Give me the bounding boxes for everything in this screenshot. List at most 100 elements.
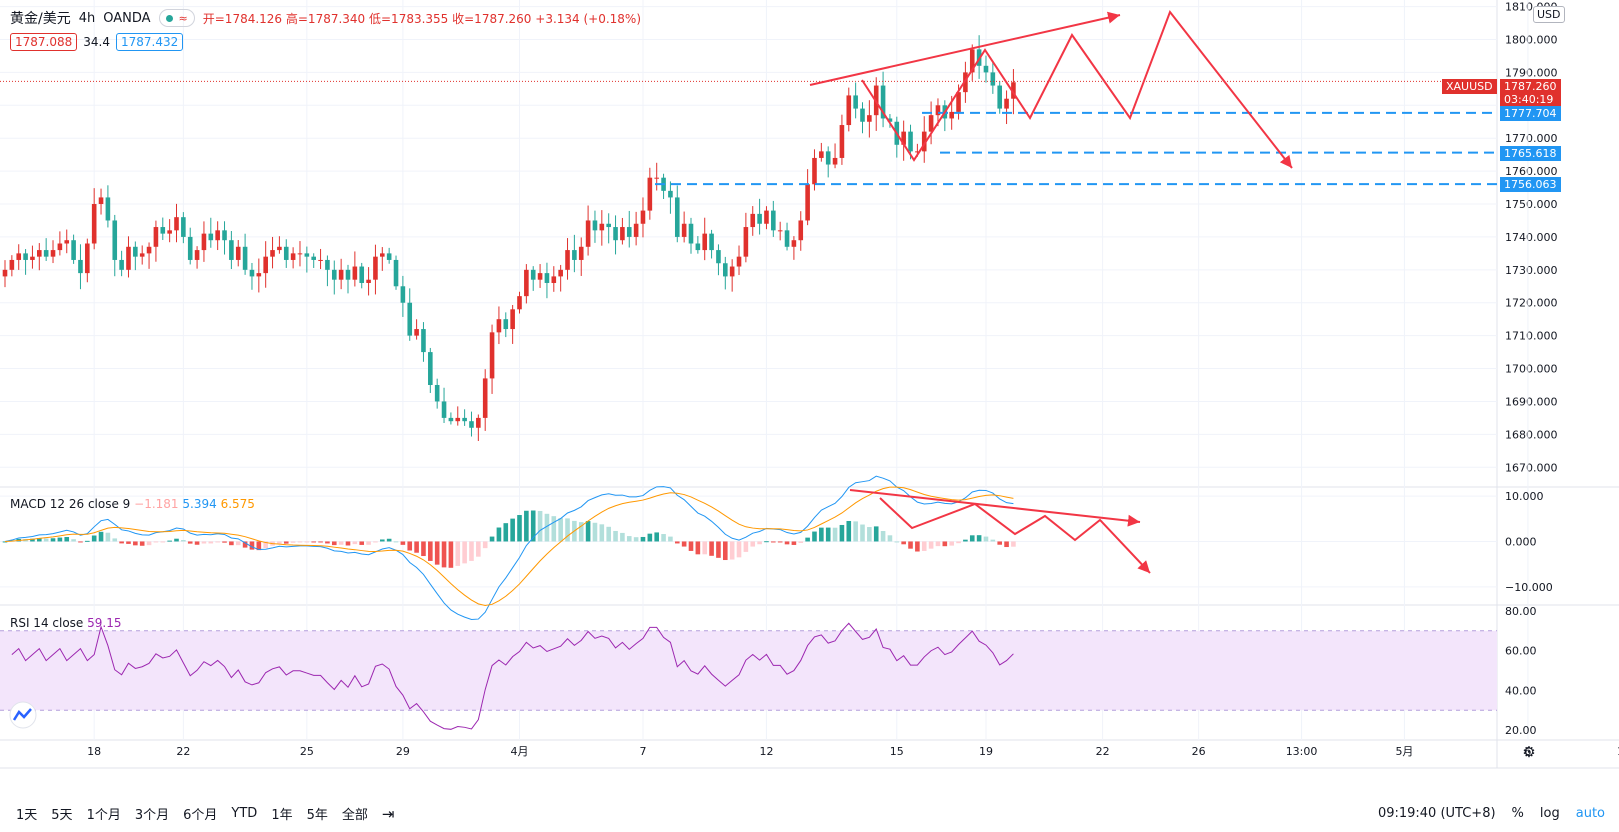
candle-body [688,223,694,244]
macd-hist-bar [71,539,76,542]
candle-body [105,197,111,221]
macd-hist-bar [825,527,831,542]
auto-toggle[interactable]: auto [1575,806,1605,821]
range-ytd[interactable]: YTD [231,806,258,821]
candle-body [139,253,145,257]
macd-hist-bar [91,535,97,542]
macd-hist-bar [976,535,982,542]
candle-body [174,217,179,231]
candle-body [290,253,296,260]
bid-ask-box: 1787.088 34.4 1787.432 [10,33,184,51]
range-5d[interactable]: 5天 [51,808,73,823]
y-tick-label: 1800.000 [1505,33,1558,46]
candle-body [78,259,83,274]
macd-hist-bar [654,532,659,542]
macd-hist-bar [400,541,406,545]
macd-tick-label: 0.000 [1505,535,1537,548]
level-tag-3: 1756.063 [1500,177,1561,193]
macd-line [4,475,1014,621]
macd-hist-bar [544,513,550,542]
candle-body [57,243,63,251]
macd-hist-bar [380,539,385,542]
x-tick-label: 15 [890,745,904,758]
rsi-tick-label: 40.00 [1505,684,1537,697]
x-tick-label: 22 [1096,745,1110,758]
macd-hist-bar [702,541,708,555]
macd-hist-bar [777,541,783,543]
macd-hist-bar [668,536,673,542]
candle-body [421,329,426,353]
log-toggle[interactable]: log [1539,806,1560,821]
macd-hist-bar [174,538,179,542]
macd-hist-bar [956,541,961,544]
macd-hist-value: −1.181 [134,497,179,511]
candle-body [825,151,831,165]
percent-toggle[interactable]: % [1511,806,1524,821]
candle-body [524,269,529,297]
macd-hist-bar [832,527,838,542]
range-buttons: 1天 5天 1个月 3个月 6个月 YTD 1年 5年 全部 ⇥ [0,804,395,824]
range-5y[interactable]: 5年 [306,808,328,823]
macd-hist-bar [524,510,529,542]
range-all[interactable]: 全部 [341,808,368,823]
range-3m[interactable]: 3个月 [134,808,170,823]
candle-body [215,230,220,241]
candle-body [496,319,502,333]
settings-gear-icon[interactable]: ⚙ [1522,743,1535,761]
macd-hist-bar [112,538,118,542]
macd-hist-bar [208,541,214,544]
macd-hist-bar [78,541,83,543]
x-tick-label: 18 [87,745,101,758]
candle-body [352,266,358,280]
range-1m[interactable]: 1个月 [86,808,121,823]
macd-hist-bar [325,541,330,544]
macd-hist-bar [139,541,145,546]
y-tick-label: 1670.000 [1505,461,1558,474]
rsi-name[interactable]: RSI 14 close [10,616,84,630]
macd-hist-bar [448,541,454,568]
goto-date-icon[interactable]: ⇥ [381,804,395,823]
y-tick-label: 1750.000 [1505,198,1558,211]
candle-body [222,230,227,241]
y-tick-label: 1700.000 [1505,363,1558,376]
candle-body [949,111,954,119]
macd-hist-bar [345,541,351,546]
macd-name[interactable]: MACD 12 26 close 9 [10,497,131,511]
symbol-name[interactable]: 黄金/美元 [10,11,71,27]
sell-price-button[interactable]: 1787.088 [10,33,78,51]
buy-price-button[interactable]: 1787.432 [115,33,184,51]
candle-body [935,105,941,116]
currency-button[interactable]: USD [1533,6,1565,23]
macd-hist-bar [229,541,234,546]
candle-body [160,227,166,234]
candle-body [853,95,858,109]
macd-hist-bar [201,541,207,544]
macd-hist-bar [57,537,63,542]
market-status-badge[interactable]: ≈ [158,9,195,27]
candle-body [208,233,214,241]
macd-tick-label: −10.000 [1505,581,1553,594]
candle-body [441,401,447,418]
candle-body [592,220,598,231]
range-1d[interactable]: 1天 [16,808,38,823]
range-1y[interactable]: 1年 [271,808,293,823]
logo-mark [12,708,32,721]
macd-hist-bar [311,541,316,543]
clock[interactable]: 09:19:40 (UTC+8) [1377,806,1496,821]
candle-body [729,266,735,277]
macd-hist-bar [455,541,461,566]
macd-hist-bar [1011,541,1016,547]
candle-body [167,230,172,234]
range-6m[interactable]: 6个月 [183,808,218,823]
ohlc-values: 开=1784.126 高=1787.340 低=1783.355 收=1787.… [202,11,642,26]
macd-hist-bar [277,541,282,544]
macd-hist-bar [462,541,467,564]
macd-hist-bar [517,515,522,542]
interval[interactable]: 4h [78,10,96,26]
last-price-tag: 1787.260 03:40:19 [1500,79,1561,107]
candle-body [277,246,282,251]
candle-body [791,240,797,247]
macd-hist-bar [126,541,131,544]
candle-body [771,210,776,231]
